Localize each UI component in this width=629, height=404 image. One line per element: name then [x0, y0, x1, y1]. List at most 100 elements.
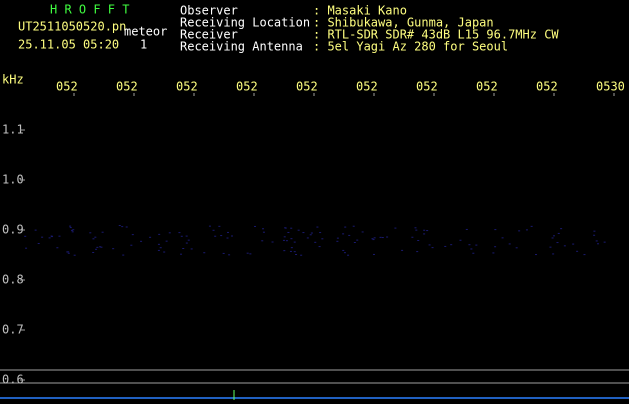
noise: [180, 235, 183, 237]
x-label: 0530: [596, 80, 625, 94]
noise: [552, 253, 555, 255]
mode: meteor: [124, 25, 167, 39]
noise: [295, 254, 298, 256]
noise: [428, 244, 431, 246]
noise: [283, 250, 286, 252]
noise: [494, 246, 497, 248]
noise: [309, 234, 312, 236]
noise: [576, 250, 579, 252]
noise: [287, 231, 290, 233]
info-label: Receiving Antenna: [180, 40, 303, 54]
noise: [92, 238, 95, 240]
noise: [530, 225, 533, 227]
noise: [515, 247, 518, 249]
noise: [556, 242, 559, 244]
noise: [319, 232, 322, 234]
noise: [353, 242, 356, 244]
noise: [314, 241, 317, 243]
noise: [300, 254, 303, 256]
noise: [220, 235, 223, 237]
noise: [71, 231, 74, 233]
noise: [73, 254, 76, 256]
noise: [231, 235, 234, 237]
noise: [284, 227, 287, 229]
info-value: : Shibukawa, Gunma, Japan: [313, 16, 494, 30]
noise: [122, 254, 125, 256]
y-unit: kHz: [2, 73, 24, 87]
noise: [140, 240, 143, 242]
x-label: 052: [536, 80, 558, 94]
noise: [426, 230, 429, 232]
noise: [417, 239, 420, 241]
noise: [336, 240, 339, 242]
noise: [159, 247, 162, 249]
noise: [551, 237, 554, 239]
noise: [50, 235, 53, 237]
noise: [262, 231, 265, 233]
x-label: 052: [116, 80, 138, 94]
noise: [472, 252, 475, 254]
noise: [379, 236, 382, 238]
noise: [344, 226, 347, 228]
info-value: : RTL-SDR SDR# 43dB L15 96.7MHz CW: [313, 28, 559, 42]
noise: [593, 230, 596, 232]
noise: [342, 233, 345, 235]
noise: [293, 241, 296, 243]
noise: [352, 225, 355, 227]
noise: [246, 252, 249, 254]
noise: [423, 233, 426, 235]
noise: [342, 249, 345, 251]
noise: [293, 251, 296, 253]
noise: [603, 241, 606, 243]
noise: [518, 230, 521, 232]
noise: [596, 243, 599, 245]
noise: [423, 229, 426, 231]
noise: [34, 229, 37, 231]
noise: [168, 232, 171, 234]
x-label: 052: [296, 80, 318, 94]
noise: [125, 226, 128, 228]
noise: [261, 240, 264, 242]
noise: [254, 225, 257, 227]
noise: [373, 237, 376, 239]
noise: [94, 236, 97, 238]
noise: [415, 229, 418, 231]
noise: [560, 228, 563, 230]
noise: [101, 231, 104, 233]
y-label: 0.9: [2, 223, 24, 237]
date-time: 25.11.05 05:20: [18, 38, 119, 52]
noise: [249, 253, 252, 255]
noise: [470, 248, 473, 250]
noise: [69, 227, 72, 229]
noise: [416, 251, 419, 253]
noise: [48, 237, 51, 239]
noise: [465, 228, 468, 230]
noise: [525, 229, 528, 231]
noise: [401, 249, 404, 251]
noise: [149, 236, 152, 238]
noise: [444, 245, 447, 247]
noise: [343, 252, 346, 254]
noise: [552, 235, 555, 237]
noise: [593, 234, 596, 236]
info-value: : 5el Yagi Az 280 for Seoul: [313, 40, 508, 54]
noise: [431, 247, 434, 249]
noise: [208, 225, 211, 227]
noise: [24, 235, 27, 237]
x-label: 052: [416, 80, 438, 94]
noise: [411, 236, 414, 238]
noise: [310, 232, 313, 234]
noise: [121, 226, 124, 228]
noise: [508, 243, 511, 245]
noise: [66, 251, 69, 253]
noise: [468, 244, 471, 246]
noise: [459, 239, 462, 241]
noise: [475, 244, 478, 246]
noise: [348, 234, 351, 236]
noise: [41, 236, 44, 238]
noise: [492, 252, 495, 254]
noise: [165, 240, 168, 242]
noise: [178, 232, 181, 234]
